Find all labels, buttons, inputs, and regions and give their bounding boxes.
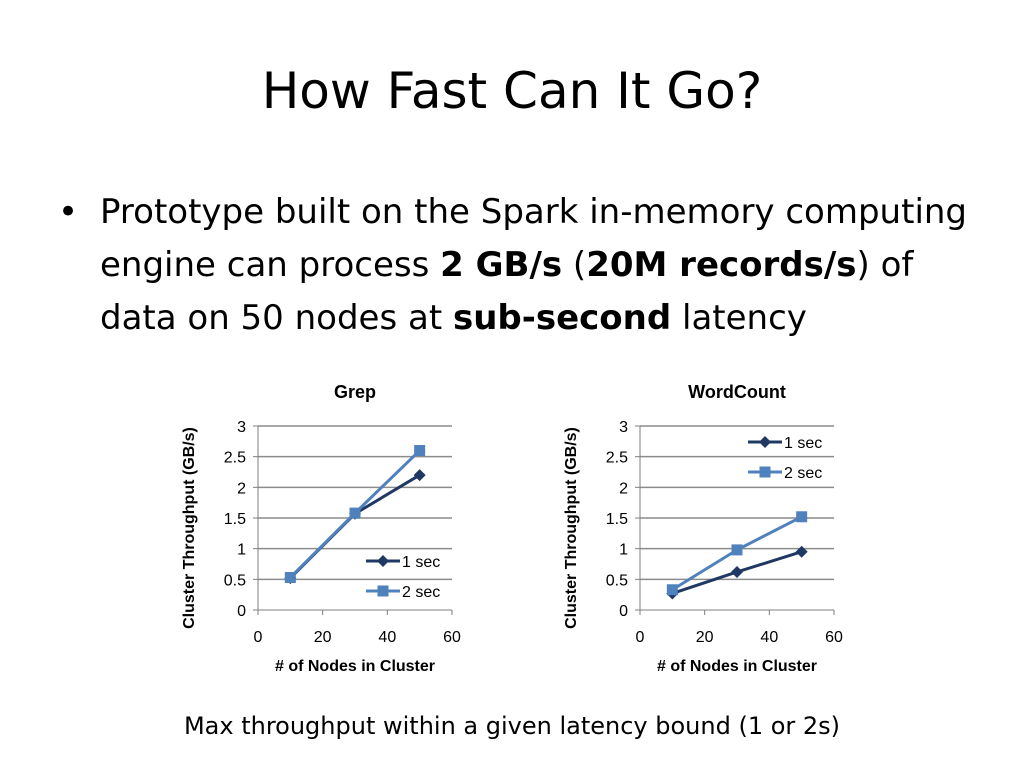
data-point-diamond — [759, 436, 771, 448]
bullet-text-part: ) of data on 50 nodes at — [100, 245, 914, 338]
y-tick-label: 1 — [237, 542, 246, 559]
x-tick-label: 40 — [760, 629, 778, 646]
series-line — [289, 473, 421, 580]
y-tick-label: 0.5 — [606, 572, 628, 589]
data-point-square — [666, 584, 678, 596]
y-tick-label: 2 — [619, 480, 628, 497]
bullet-symbol: • — [58, 192, 79, 232]
wordcount-chart: WordCount 0 0.5 1 1.5 2 2.5 3 0 20 40 60 # of Nodes … — [552, 370, 872, 689]
y-tick-label: 0.5 — [224, 572, 246, 589]
y-tick-label: 1.5 — [606, 511, 628, 528]
y-axis-label: Cluster Throughput (GB/s) — [563, 427, 580, 629]
data-point-square — [414, 445, 426, 457]
bullet-text: Prototype built on the Spark in-memory c… — [100, 186, 988, 345]
y-tick-label: 1.5 — [224, 511, 246, 528]
data-point-diamond — [795, 545, 808, 558]
bullet-text-part: Prototype built on the Spark in-memory c… — [100, 192, 968, 285]
y-tick-label: 2 — [237, 480, 246, 497]
x-tick-label: 0 — [254, 629, 263, 646]
data-point-square — [759, 466, 771, 478]
y-tick-label: 3 — [237, 419, 246, 436]
slide-caption: Max throughput within a given latency bo… — [183, 712, 841, 740]
data-point-square — [284, 571, 296, 583]
data-point-square — [796, 511, 808, 523]
data-point-square — [377, 585, 389, 597]
bullet-text-part: ( — [562, 245, 587, 285]
grep-chart: Grep 0 0.5 1 1.5 2 2.5 3 0 20 40 60 # of Nodes in Cl… — [170, 370, 490, 689]
y-tick-label: 2.5 — [224, 450, 246, 467]
data-point-diamond — [731, 565, 743, 578]
grep-chart-svg: Grep 0 0.5 1 1.5 2 2.5 3 0 20 40 60 # of Nodes in Cl… — [181, 382, 461, 675]
bullet-text-part: latency — [671, 298, 807, 338]
x-tick-label: 60 — [443, 629, 461, 646]
legend-label: 1 sec — [784, 435, 822, 452]
chart-title: Grep — [334, 382, 376, 402]
x-tick-label: 40 — [378, 629, 396, 646]
x-tick-label: 0 — [636, 629, 645, 646]
x-tick-label: 20 — [314, 629, 332, 646]
bullet-bold-throughput: 2 GB/s — [440, 245, 563, 285]
x-tick-label: 20 — [696, 629, 714, 646]
y-tick-label: 0 — [237, 603, 246, 620]
legend-label: 2 sec — [784, 465, 822, 482]
chart-title: WordCount — [688, 382, 786, 402]
y-axis-label: Cluster Throughput (GB/s) — [181, 427, 198, 629]
wordcount-chart-svg: WordCount 0 0.5 1 1.5 2 2.5 3 0 20 40 60 # of Nodes … — [563, 382, 843, 675]
slide-title: How Fast Can It Go? — [261, 62, 763, 120]
data-point-diamond — [377, 555, 389, 567]
data-point-square — [349, 507, 361, 519]
y-tick-label: 1 — [619, 542, 628, 559]
x-axis-label: # of Nodes in Cluster — [275, 658, 435, 675]
x-tick-label: 60 — [825, 629, 843, 646]
bullet-point: • Prototype built on the Spark in-memory… — [58, 186, 988, 345]
y-tick-label: 0 — [619, 603, 628, 620]
bullet-bold-records: 20M records/s — [586, 245, 857, 285]
legend-label: 2 sec — [402, 584, 440, 601]
bullet-bold-latency: sub-second — [452, 298, 672, 338]
data-point-diamond — [413, 469, 426, 482]
y-tick-label: 3 — [619, 419, 628, 436]
x-axis-label: # of Nodes in Cluster — [657, 658, 817, 675]
y-tick-label: 2.5 — [606, 450, 628, 467]
data-point-square — [731, 544, 743, 556]
legend-label: 1 sec — [402, 554, 440, 571]
